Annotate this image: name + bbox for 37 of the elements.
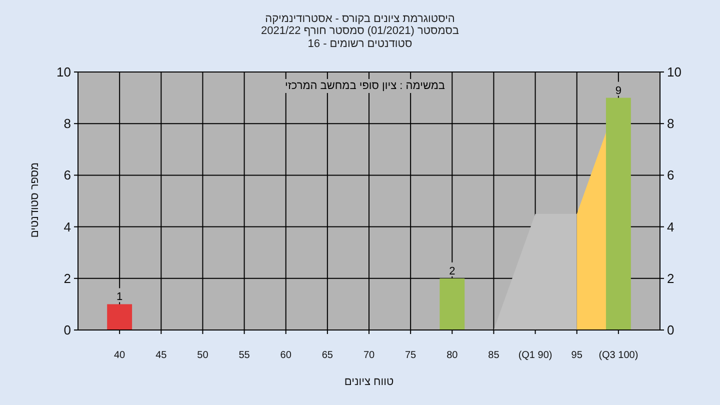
- x-tick-label: (Q1 90): [518, 350, 552, 361]
- data-label: 1: [116, 291, 123, 304]
- data-label: 2: [449, 265, 456, 278]
- y-tick-label: 6: [64, 168, 71, 183]
- x-tick-label: 85: [488, 350, 500, 361]
- y-tick-label: 2: [64, 270, 71, 286]
- x-tick-label: 55: [238, 350, 250, 361]
- text: סטודנטים רשומים - 16: [308, 38, 412, 50]
- data-label: 9: [615, 84, 622, 97]
- x-tick-label: (Q3 100): [598, 350, 638, 361]
- chart-title: היסטוגרמת ציונים בקורס - אסטרודינמיקה: [265, 13, 455, 25]
- y2-tick-label: 4: [667, 219, 674, 234]
- x-tick-label: 50: [197, 350, 209, 361]
- y2-tick-label: 6: [667, 168, 674, 183]
- x-tick-label: 65: [322, 350, 334, 361]
- x-tick-label: 45: [156, 350, 168, 361]
- x-tick-label: 40: [114, 350, 126, 361]
- y2-tick-label: 10: [667, 64, 682, 80]
- x-axis-title: טווח ציונים: [344, 376, 394, 388]
- bar: [606, 98, 631, 330]
- y2-tick-label: 8: [667, 116, 674, 132]
- y-tick-label: 10: [56, 64, 71, 80]
- y-tick-label: 0: [64, 322, 71, 338]
- x-tick-label: 60: [280, 350, 292, 361]
- y-tick-label: 4: [64, 219, 71, 234]
- y2-tick-label: 0: [667, 322, 674, 338]
- x-tick-label: 75: [405, 350, 417, 361]
- bar: [107, 304, 132, 330]
- chart-subtitle: בסמסטר (01/2021) סמסטר חורף 2021/22: [260, 25, 460, 37]
- x-tick-label: 95: [571, 350, 583, 361]
- annotation: במשימה : ציון סופי במחשב המרכזי: [284, 80, 446, 92]
- y-axis-title: מספר סטודנטים: [29, 162, 41, 238]
- x-tick-label: 70: [363, 350, 375, 361]
- y2-tick-label: 2: [667, 270, 674, 286]
- bar: [440, 278, 465, 330]
- y-tick-label: 8: [64, 116, 71, 132]
- x-tick-label: 80: [446, 350, 458, 361]
